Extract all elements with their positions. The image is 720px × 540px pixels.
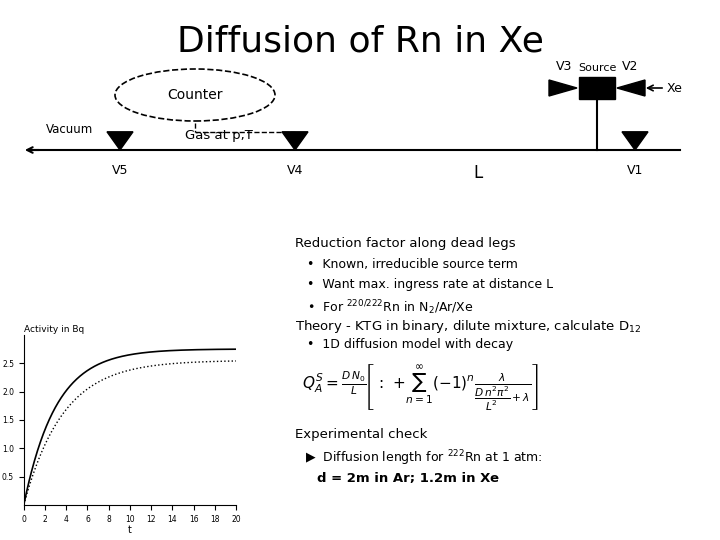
- X-axis label: t: t: [128, 525, 132, 535]
- Text: •  1D diffusion model with decay: • 1D diffusion model with decay: [307, 338, 513, 351]
- Bar: [579, 77, 615, 99]
- Text: •  Known, irreducible source term: • Known, irreducible source term: [307, 258, 518, 271]
- Text: Theory - KTG in binary, dilute mixture, calculate D$_{12}$: Theory - KTG in binary, dilute mixture, …: [295, 318, 641, 335]
- Text: V5: V5: [112, 164, 128, 177]
- Polygon shape: [617, 80, 645, 96]
- Text: Vacuum: Vacuum: [46, 123, 94, 136]
- Text: L: L: [473, 164, 482, 182]
- Text: V4: V4: [287, 164, 303, 177]
- Text: Xe: Xe: [667, 82, 683, 94]
- Text: •  Want max. ingress rate at distance L: • Want max. ingress rate at distance L: [307, 278, 553, 291]
- Text: $Q_A^S = \frac{D\,N_0}{L}\!\left[\,:\,+\!\sum_{n=1}^{\infty}(-1)^n\frac{\lambda}: $Q_A^S = \frac{D\,N_0}{L}\!\left[\,:\,+\…: [302, 362, 539, 412]
- Text: V2: V2: [622, 60, 638, 73]
- Text: Counter: Counter: [167, 88, 222, 102]
- Text: Reduction factor along dead legs: Reduction factor along dead legs: [295, 237, 516, 250]
- Text: ▶  Diffusion length for $^{222}$Rn at 1 atm:: ▶ Diffusion length for $^{222}$Rn at 1 a…: [305, 448, 542, 468]
- Polygon shape: [282, 132, 308, 150]
- Polygon shape: [549, 80, 577, 96]
- Text: Diffusion of Rn in Xe: Diffusion of Rn in Xe: [176, 25, 544, 59]
- Text: Experimental check: Experimental check: [295, 428, 428, 441]
- Text: •  For $^{220/222}$Rn in N$_2$/Ar/Xe: • For $^{220/222}$Rn in N$_2$/Ar/Xe: [307, 298, 474, 316]
- Text: V1: V1: [627, 164, 643, 177]
- Polygon shape: [622, 132, 648, 150]
- Text: Activity in Bq: Activity in Bq: [24, 325, 84, 334]
- Text: Gas at p,T: Gas at p,T: [185, 129, 253, 142]
- Polygon shape: [107, 132, 133, 150]
- Text: d = 2m in Ar; 1.2m in Xe: d = 2m in Ar; 1.2m in Xe: [317, 472, 499, 485]
- Text: V3: V3: [556, 60, 572, 73]
- Text: Source: Source: [578, 63, 616, 73]
